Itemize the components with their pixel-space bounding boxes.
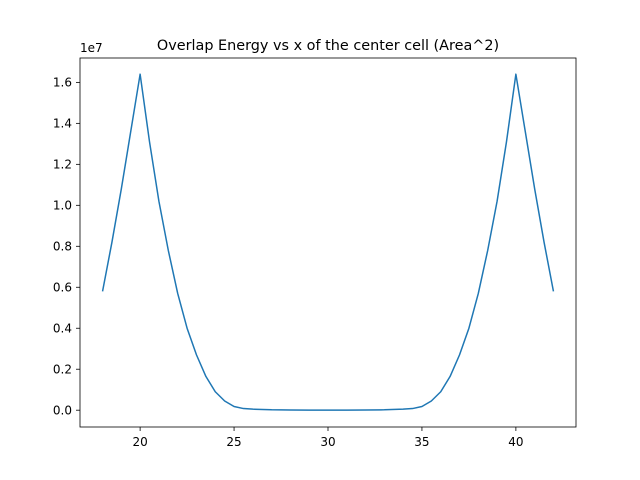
- y-offset-label: 1e7: [80, 41, 103, 55]
- x-tick-label: 25: [226, 435, 241, 449]
- x-tick-label: 35: [414, 435, 429, 449]
- x-tick-label: 20: [132, 435, 147, 449]
- y-tick-label: 1.6: [53, 76, 72, 90]
- y-tick-label: 0.4: [53, 322, 72, 336]
- y-tick-label: 0.6: [53, 281, 72, 295]
- y-tick-label: 0.8: [53, 240, 72, 254]
- y-tick-label: 0.0: [53, 403, 72, 417]
- chart-title: Overlap Energy vs x of the center cell (…: [157, 38, 499, 54]
- x-tick-label: 40: [508, 435, 523, 449]
- axes-frame: [79, 57, 577, 428]
- x-axis: 20 25 30 35 40: [132, 427, 524, 449]
- series-line: [101, 73, 555, 411]
- y-tick-label: 0.2: [53, 363, 72, 377]
- y-axis: 0.0 0.2 0.4 0.6 0.8 1.0 1.2 1.4 1.6: [53, 76, 80, 417]
- y-tick-label: 1.2: [53, 158, 72, 172]
- series-layer: [101, 73, 555, 411]
- y-tick-label: 1.0: [53, 199, 72, 213]
- y-tick-label: 1.4: [53, 117, 72, 131]
- x-tick-label: 30: [320, 435, 335, 449]
